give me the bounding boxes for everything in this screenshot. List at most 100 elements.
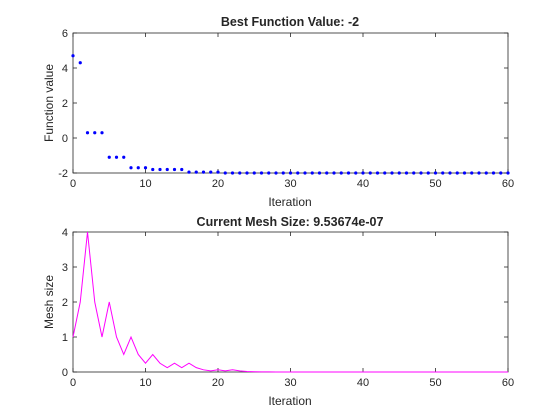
- plot1-data-point: [317, 171, 322, 175]
- plot1-data-point: [259, 171, 264, 175]
- plot1-ytick-label: 0: [62, 133, 68, 145]
- plot1-data-point: [506, 171, 510, 175]
- plot1-data-point: [78, 61, 82, 65]
- plot2-title: Current Mesh Size: 9.53674e-07: [197, 215, 384, 229]
- plot2-xtick-label: 50: [429, 377, 441, 389]
- plot1-data-point: [426, 171, 430, 175]
- plot1-data-point: [288, 171, 293, 175]
- plot2-xtick-label: 30: [284, 377, 296, 389]
- plot1-data-point: [368, 171, 372, 175]
- plot2-xlabel: Iteration: [268, 394, 311, 408]
- plot1-data-point: [397, 171, 401, 175]
- plot2-xtick-label: 0: [70, 377, 76, 389]
- plot1-data-point: [209, 170, 213, 174]
- plot1-xtick-label: 30: [284, 178, 296, 190]
- plot2-ytick-label: 4: [62, 227, 68, 239]
- plot1-ytick-label: 4: [62, 63, 68, 75]
- plot1-data-point: [201, 170, 206, 174]
- plot1-data-point: [187, 170, 191, 174]
- plot1-data-point: [477, 171, 481, 175]
- plot1-data-point: [252, 171, 256, 175]
- plot2-mesh-size-line: [72, 231, 508, 373]
- plot2-ytick-label: 0: [62, 367, 68, 379]
- best-function-value-plot: Best Function Value: -2 0 10 20 30 40 50 60-20…: [42, 15, 514, 209]
- plot1-data-point: [238, 171, 242, 175]
- plot1-data-point: [194, 170, 198, 174]
- plot1-data-point: [499, 171, 503, 175]
- plot1-data-point: [93, 131, 97, 135]
- plot1-ytick-label: -2: [58, 168, 68, 180]
- plot1-xtick-label: 10: [139, 178, 151, 190]
- plot1-data-point: [114, 155, 119, 159]
- plot1-ylabel: Function value: [42, 64, 56, 142]
- plot2-series: [72, 231, 508, 373]
- plot1-data-point: [107, 155, 111, 159]
- plot1-xlabel: Iteration: [268, 195, 311, 209]
- plot1-data-point: [216, 170, 220, 174]
- plot1-data-point: [245, 171, 249, 175]
- plot1-data-point: [361, 171, 365, 175]
- plot1-data-point: [332, 171, 336, 175]
- plot1-data-point: [310, 171, 314, 175]
- plot1-data-point: [462, 171, 467, 175]
- plot1-data-point: [129, 166, 133, 170]
- plot1-data-point: [165, 167, 169, 172]
- plot1-data-point: [172, 167, 177, 172]
- plot1-data-point: [354, 171, 358, 175]
- plot1-xtick-label: 0: [70, 178, 76, 190]
- plot1-data-point: [296, 171, 300, 175]
- plot2-ylabel: Mesh size: [42, 275, 56, 329]
- plot1-data-point: [383, 171, 387, 175]
- plot1-data-point: [136, 166, 140, 170]
- plot2-xtick-label: 10: [139, 377, 151, 389]
- plot1-data-point: [274, 171, 278, 175]
- plot2-xtick-label: 60: [502, 377, 514, 389]
- plot1-data-point: [404, 171, 409, 175]
- plot1-data-point: [339, 171, 343, 175]
- plot1-data-point: [484, 171, 488, 175]
- plot1-data-point: [151, 167, 155, 172]
- plot1-data-point: [419, 171, 423, 175]
- plot2-ytick-label: 1: [62, 332, 68, 344]
- plot1-data-point: [85, 131, 90, 135]
- plot1-data-point: [433, 171, 438, 175]
- plot1-data-point: [100, 131, 104, 135]
- plot2-xtick-label: 20: [212, 377, 224, 389]
- plot1-data-point: [230, 171, 235, 175]
- plot2-ticks: 0 10 20 30 40 50 60 0 1 2 3 4: [62, 227, 514, 389]
- plot1-data-point: [180, 167, 184, 172]
- plot1-data-point: [122, 155, 126, 159]
- plot1-data-point: [455, 171, 459, 175]
- plot1-data-point: [325, 171, 329, 175]
- plot2-ytick-label: 2: [62, 297, 68, 309]
- plot1-data-point: [281, 171, 285, 175]
- plot1-data-point: [303, 171, 307, 175]
- plot1-xtick-label: 60: [502, 178, 514, 190]
- plot1-data-point: [470, 171, 474, 175]
- plot1-xtick-label: 40: [357, 178, 369, 190]
- plot1-ytick-label: 6: [62, 28, 68, 40]
- plot1-data-points: [71, 54, 510, 175]
- plot1-data-point: [390, 171, 394, 175]
- plot1-title: Best Function Value: -2: [221, 15, 359, 29]
- plot2-ytick-label: 3: [62, 262, 68, 274]
- plot1-axes-box: [72, 32, 509, 174]
- plot2-xtick-label: 40: [357, 377, 369, 389]
- plot2-axes-box: [72, 231, 509, 373]
- mesh-size-plot: Current Mesh Size: 9.53674e-07 0 10 20 30 40…: [42, 215, 514, 408]
- plot1-data-point: [158, 167, 162, 172]
- plot1-data-point: [346, 171, 351, 175]
- plot1-data-point: [412, 171, 416, 175]
- plot1-data-point: [71, 54, 75, 58]
- plot1-data-point: [491, 171, 496, 175]
- plot1-data-point: [267, 171, 271, 175]
- plot1-data-point: [448, 171, 452, 175]
- plot1-xtick-label: 50: [429, 178, 441, 190]
- plot1-data-point: [143, 166, 148, 170]
- plot1-data-point: [441, 171, 445, 175]
- plot1-ytick-label: 2: [62, 98, 68, 110]
- plot1-data-point: [375, 171, 380, 175]
- plot1-data-point: [223, 171, 227, 175]
